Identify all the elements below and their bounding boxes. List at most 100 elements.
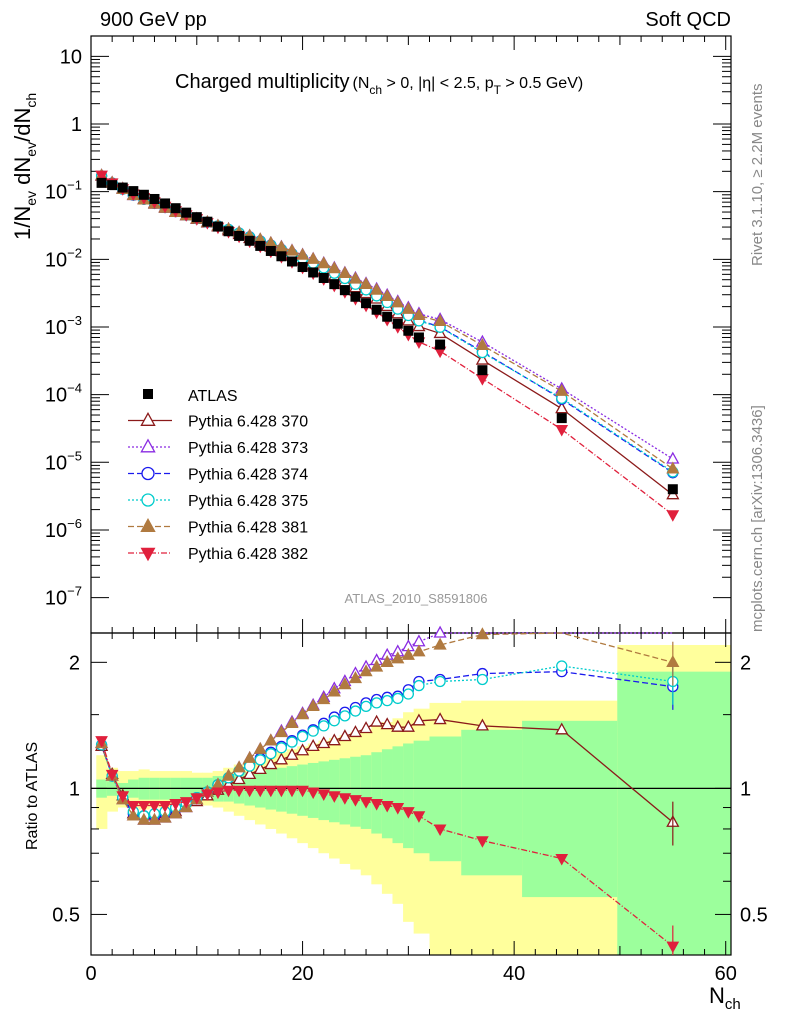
y-main-tick-label: 10−3 <box>45 313 82 339</box>
series-marker-ratio <box>296 785 309 798</box>
data-marker-main <box>160 198 171 209</box>
series-marker-ratio <box>254 754 266 766</box>
data-marker-main <box>339 285 350 296</box>
series-marker-ratio <box>380 801 394 813</box>
series-marker-ratio <box>232 785 246 798</box>
data-marker-main <box>212 221 223 232</box>
x-tick-label: 20 <box>291 963 313 985</box>
series-marker-ratio <box>286 736 298 748</box>
series-marker-ratio <box>475 627 490 640</box>
series-marker-ratio <box>476 673 489 686</box>
series-marker-ratio <box>265 748 277 760</box>
series-marker-ratio <box>370 697 383 709</box>
legend-marker <box>141 466 155 481</box>
series-marker-ratio <box>327 791 341 803</box>
ratio-band-inner <box>522 720 618 898</box>
y-main-tick-label: 10−6 <box>45 516 82 542</box>
legend-label: Pythia 6.428 374 <box>188 467 308 484</box>
series-marker-main <box>433 314 447 327</box>
series-marker-ratio <box>556 660 568 672</box>
series-marker-ratio <box>380 717 394 730</box>
series-marker-ratio <box>296 730 309 743</box>
x-tick-label: 40 <box>503 963 525 985</box>
data-marker-main <box>382 311 393 322</box>
data-marker-main <box>318 272 329 283</box>
ratio-band-inner <box>329 759 341 823</box>
ratio-band-inner <box>371 752 383 834</box>
series-marker-ratio <box>433 625 447 638</box>
series-marker-ratio <box>169 806 183 819</box>
series-marker-ratio <box>401 647 415 660</box>
series-marker-ratio <box>349 795 362 807</box>
series-marker-ratio <box>285 785 299 798</box>
title-cut-mid: > 0, |η| < 2.5, p <box>382 75 494 92</box>
series-marker-ratio <box>158 801 172 813</box>
series-marker-ratio <box>137 812 151 825</box>
legend-label: Pythia 6.428 370 <box>188 414 308 431</box>
ratio-band-inner <box>360 755 372 829</box>
series-marker-ratio <box>392 692 404 705</box>
legend: ATLAS Pythia 6.428 370 Pythia 6.428 373 Pyt… <box>128 388 308 563</box>
series-marker-ratio <box>116 791 130 803</box>
series-marker-main <box>475 352 490 365</box>
series-marker-main <box>370 282 384 295</box>
data-marker-main <box>350 291 361 302</box>
series-marker-ratio <box>285 715 299 728</box>
series-marker-main <box>274 239 289 252</box>
ratio-band-inner <box>339 758 351 825</box>
series-marker-ratio <box>264 785 278 798</box>
series-marker-ratio <box>412 811 426 823</box>
series-marker-ratio <box>95 736 108 748</box>
series-marker-ratio <box>285 747 299 760</box>
series-marker-ratio <box>306 738 320 751</box>
series-marker-ratio <box>338 729 352 742</box>
series-marker-ratio <box>476 836 489 848</box>
series-marker-ratio <box>295 707 310 720</box>
y-ratio-tick-label: 1 <box>69 778 80 800</box>
series-marker-ratio <box>274 752 289 765</box>
series-marker-ratio <box>317 789 331 801</box>
series-marker-main <box>95 170 108 183</box>
series-marker-ratio <box>190 793 204 805</box>
data-marker-main <box>371 304 382 315</box>
data-marker-main <box>223 226 234 237</box>
data-marker-main <box>361 298 372 309</box>
legend-label: Pythia 6.428 373 <box>188 440 308 457</box>
series-marker-ratio <box>370 714 384 727</box>
data-marker-main <box>286 256 297 267</box>
series-line-main <box>101 174 674 516</box>
data-marker-main <box>403 325 414 336</box>
axis-ticks: 0 20 40 60 10−7 10−6 10−5 10−4 10−3 10−2 10−1 1 10 0.… <box>45 35 768 985</box>
series-marker-ratio <box>317 736 331 749</box>
series-marker-ratio <box>327 733 341 746</box>
series-marker-ratio <box>179 797 193 809</box>
series-marker-main <box>476 374 489 386</box>
header-right: Soft QCD <box>645 9 731 31</box>
series-marker-main <box>348 271 363 284</box>
data-marker-main <box>170 203 181 214</box>
y-axis-label-ratio: Ratio to ATLAS <box>24 742 41 850</box>
title-cut-open: (N <box>353 75 370 92</box>
data-marker-main <box>191 212 202 223</box>
y-ratio-tick-label-right: 2 <box>740 652 751 674</box>
y-main-tick-label: 10−4 <box>45 381 82 407</box>
ratio-band-inner <box>350 756 362 827</box>
series-marker-ratio <box>359 721 373 734</box>
series-marker-main <box>666 461 680 474</box>
series-marker-main <box>327 261 341 274</box>
series-marker-ratio <box>264 733 278 746</box>
y-main-tick-label: 1 <box>71 114 82 136</box>
series-marker-main <box>666 451 680 464</box>
series-marker-ratio <box>137 801 151 813</box>
data-marker-main <box>265 245 276 256</box>
data-marker-main <box>435 339 446 350</box>
series-marker-ratio <box>274 725 289 738</box>
data-marker-main <box>413 332 424 343</box>
series-marker-ratio <box>413 679 425 692</box>
series-marker-ratio <box>317 692 331 705</box>
series-marker-main <box>295 247 310 260</box>
y-ratio-tick-label: 0.5 <box>52 904 80 926</box>
legend-label: Pythia 6.428 381 <box>188 520 308 537</box>
data-marker-main <box>244 235 255 246</box>
series-marker-ratio <box>338 793 352 805</box>
